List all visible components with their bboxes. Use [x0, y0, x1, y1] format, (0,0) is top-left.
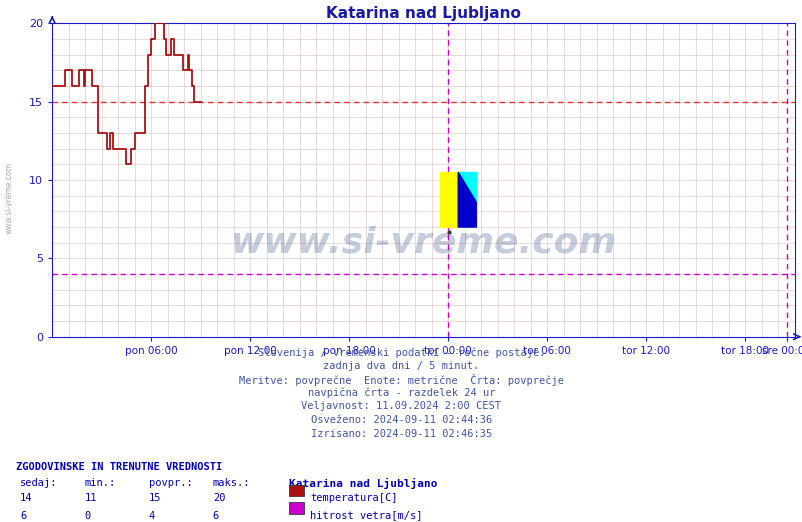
Text: zadnja dva dni / 5 minut.: zadnja dva dni / 5 minut.	[323, 361, 479, 371]
Text: hitrost vetra[m/s]: hitrost vetra[m/s]	[310, 511, 422, 520]
Text: 20: 20	[213, 493, 225, 503]
Text: ZGODOVINSKE IN TRENUTNE VREDNOSTI: ZGODOVINSKE IN TRENUTNE VREDNOSTI	[16, 462, 222, 472]
Polygon shape	[458, 172, 476, 203]
Text: sedaj:: sedaj:	[20, 478, 58, 488]
Text: 4: 4	[148, 511, 155, 520]
Text: Katarina nad Ljubljano: Katarina nad Ljubljano	[289, 478, 437, 489]
Text: maks.:: maks.:	[213, 478, 250, 488]
Text: 15: 15	[148, 493, 161, 503]
Text: 0: 0	[84, 511, 91, 520]
Text: www.si-vreme.com: www.si-vreme.com	[5, 162, 14, 234]
Text: povpr.:: povpr.:	[148, 478, 192, 488]
Text: www.si-vreme.com: www.si-vreme.com	[230, 226, 616, 260]
Text: Izrisano: 2024-09-11 02:46:35: Izrisano: 2024-09-11 02:46:35	[310, 429, 492, 438]
Bar	[439, 172, 458, 227]
Text: Slovenija / vremenski podatki - ročne postaje.: Slovenija / vremenski podatki - ročne po…	[257, 347, 545, 358]
Text: Veljavnost: 11.09.2024 2:00 CEST: Veljavnost: 11.09.2024 2:00 CEST	[301, 401, 501, 411]
Text: 6: 6	[20, 511, 26, 520]
Text: 6: 6	[213, 511, 219, 520]
Polygon shape	[458, 172, 476, 227]
Title: Katarina nad Ljubljano: Katarina nad Ljubljano	[326, 6, 520, 21]
Text: Osveženo: 2024-09-11 02:44:36: Osveženo: 2024-09-11 02:44:36	[310, 415, 492, 425]
Text: navpična črta - razdelek 24 ur: navpična črta - razdelek 24 ur	[307, 388, 495, 398]
Text: temperatura[C]: temperatura[C]	[310, 493, 397, 503]
Text: Meritve: povprečne  Enote: metrične  Črta: povprečje: Meritve: povprečne Enote: metrične Črta:…	[239, 374, 563, 386]
Text: 14: 14	[20, 493, 33, 503]
Text: 11: 11	[84, 493, 97, 503]
Text: min.:: min.:	[84, 478, 115, 488]
